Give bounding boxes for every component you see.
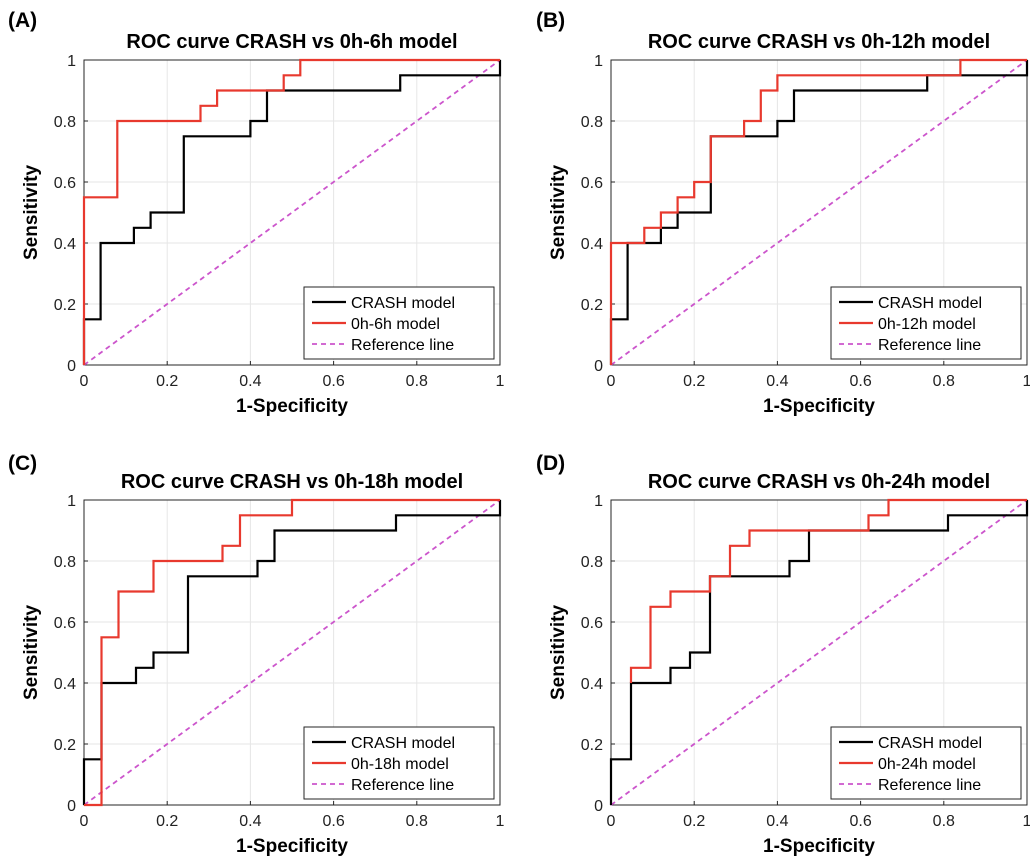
y-tick-label: 0.2	[581, 737, 603, 754]
x-tick-label: 0.2	[156, 373, 178, 390]
y-tick-label: 1	[594, 53, 603, 70]
x-tick-label: 0.6	[849, 813, 871, 830]
roc-panel-b: (B) ROC curve CRASH vs 0h-12h model 0 0.2 0.…	[536, 9, 1030, 417]
x-axis-label: 1-Specificity	[763, 396, 875, 417]
y-axis-label: Sensitivity	[21, 165, 42, 260]
y-tick-label: 1	[594, 493, 603, 510]
series-line-crash-model	[82, 60, 502, 365]
y-tick-label: 0.4	[54, 676, 76, 693]
x-axis-label: 1-Specificity	[763, 836, 875, 857]
x-tick-label: 0.6	[849, 373, 871, 390]
legend-label: 0h-18h model	[351, 756, 449, 773]
legend: CRASH model 0h-12h model Reference line	[830, 286, 1022, 360]
roc-panel-d: (D) ROC curve CRASH vs 0h-24h model 0 0.2 0.…	[536, 452, 1030, 857]
y-tick-label: 0	[67, 798, 76, 815]
series-line-0h-6h-model	[82, 58, 500, 365]
y-tick-label: 0.8	[54, 114, 76, 131]
x-tick-label: 0.6	[322, 373, 344, 390]
legend-label: CRASH model	[878, 295, 982, 312]
x-tick-label: 0	[607, 813, 616, 830]
y-tick-label: 0.6	[54, 175, 76, 192]
panel-letter: (B)	[536, 9, 565, 32]
x-tick-label: 0.2	[156, 813, 178, 830]
legend-label: CRASH model	[351, 735, 455, 752]
y-tick-label: 0.4	[581, 676, 603, 693]
x-tick-label: 0.2	[683, 813, 705, 830]
legend-label: Reference line	[351, 777, 454, 794]
series-line-reference-line	[610, 59, 1028, 366]
x-tick-label: 0.8	[933, 373, 955, 390]
y-tick-label: 0	[67, 358, 76, 375]
legend: CRASH model 0h-18h model Reference line	[303, 726, 495, 800]
panel-letter: (C)	[8, 452, 37, 475]
y-tick-label: 1	[67, 53, 76, 70]
x-tick-label: 0.4	[239, 813, 261, 830]
legend-label: 0h-12h model	[878, 316, 976, 333]
x-tick-label: 0.8	[933, 813, 955, 830]
plot-frame	[610, 499, 1028, 806]
roc-panel-c: (C) ROC curve CRASH vs 0h-18h model 0 0.2 0.…	[8, 452, 505, 857]
x-axis-label: 1-Specificity	[236, 396, 348, 417]
panel-letter: (A)	[8, 9, 37, 32]
legend-label: Reference line	[351, 337, 454, 354]
x-tick-label: 0.2	[683, 373, 705, 390]
series-line-0h-24h-model	[629, 498, 1027, 683]
x-tick-label: 0.8	[406, 813, 428, 830]
legend-label: CRASH model	[878, 735, 982, 752]
x-axis-label: 1-Specificity	[236, 836, 348, 857]
y-tick-label: 0.6	[581, 615, 603, 632]
y-tick-label: 0	[594, 798, 603, 815]
x-tick-label: 1	[1023, 813, 1030, 830]
series-line-0h-12h-model	[609, 58, 1027, 365]
legend-label: Reference line	[878, 337, 981, 354]
x-tick-label: 0.8	[406, 373, 428, 390]
legend-label: CRASH model	[351, 295, 455, 312]
x-tick-label: 0	[80, 813, 89, 830]
panel-letter: (D)	[536, 452, 565, 475]
y-tick-label: 0.2	[54, 297, 76, 314]
legend-label: 0h-24h model	[878, 756, 976, 773]
legend-label: Reference line	[878, 777, 981, 794]
y-tick-label: 0.8	[581, 554, 603, 571]
y-axis-label: Sensitivity	[548, 605, 569, 700]
roc-panel-a: (A) ROC curve CRASH vs 0h-6h model 0 0.2 0.4…	[8, 9, 505, 417]
series-line-reference-line	[610, 499, 1028, 806]
x-tick-label: 1	[496, 813, 505, 830]
x-tick-label: 1	[496, 373, 505, 390]
y-tick-label: 0.2	[54, 737, 76, 754]
y-tick-label: 0.4	[54, 236, 76, 253]
y-tick-label: 0	[594, 358, 603, 375]
series-line-reference-line	[83, 499, 501, 806]
y-tick-label: 0.8	[54, 554, 76, 571]
x-tick-label: 0.4	[766, 813, 788, 830]
x-tick-label: 0.6	[322, 813, 344, 830]
y-axis-label: Sensitivity	[21, 605, 42, 700]
x-tick-label: 1	[1023, 373, 1030, 390]
series-line-0h-18h-model	[84, 498, 500, 807]
chart-title: ROC curve CRASH vs 0h-6h model	[126, 31, 457, 53]
series-line-reference-line	[83, 59, 501, 366]
y-tick-label: 0.8	[581, 114, 603, 131]
y-tick-label: 1	[67, 493, 76, 510]
y-axis-label: Sensitivity	[548, 165, 569, 260]
series-line-crash-model	[609, 500, 1029, 805]
plot-frame	[610, 59, 1028, 366]
legend: CRASH model 0h-24h model Reference line	[830, 726, 1022, 800]
legend-label: 0h-6h model	[351, 316, 440, 333]
y-tick-label: 0.2	[581, 297, 603, 314]
x-tick-label: 0	[607, 373, 616, 390]
x-tick-label: 0.4	[239, 373, 261, 390]
x-tick-label: 0	[80, 373, 89, 390]
y-tick-label: 0.4	[581, 236, 603, 253]
chart-title: ROC curve CRASH vs 0h-12h model	[648, 31, 990, 53]
legend: CRASH model 0h-6h model Reference line	[303, 286, 495, 360]
chart-title: ROC curve CRASH vs 0h-18h model	[121, 471, 463, 493]
y-tick-label: 0.6	[581, 175, 603, 192]
x-tick-label: 0.4	[766, 373, 788, 390]
chart-title: ROC curve CRASH vs 0h-24h model	[648, 471, 990, 493]
y-tick-label: 0.6	[54, 615, 76, 632]
